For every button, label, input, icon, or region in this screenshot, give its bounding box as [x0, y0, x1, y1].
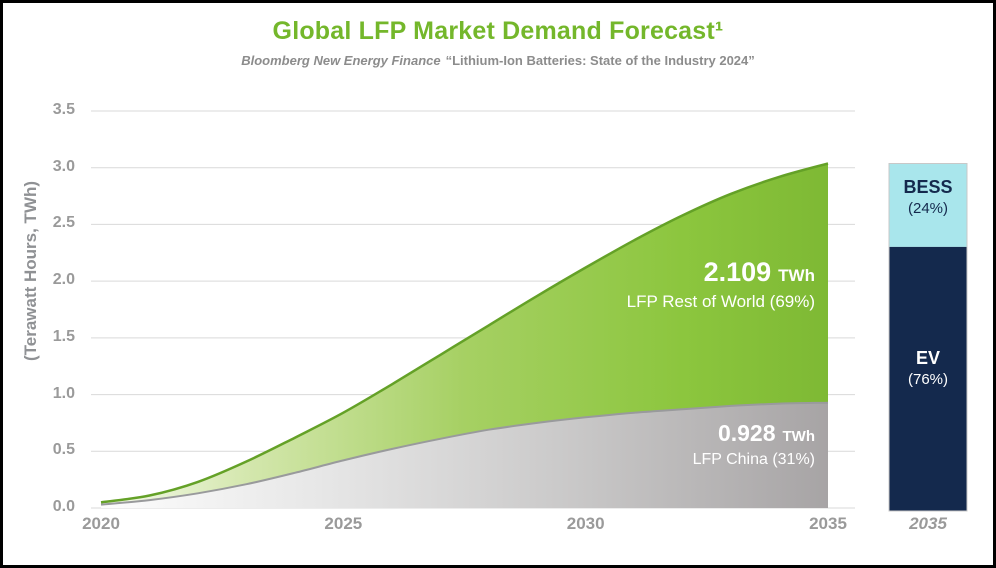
- chart-title: Global LFP Market Demand Forecast¹: [272, 17, 724, 45]
- y-tick-label: 3.0: [52, 157, 75, 175]
- annotation-china-label: LFP China (31%): [692, 451, 815, 468]
- x-tick-label: 2035: [809, 514, 847, 533]
- bar-segment-bess: [889, 163, 967, 247]
- y-tick-label: 3.5: [52, 101, 75, 118]
- y-tick-label: 0.0: [52, 498, 75, 515]
- x-tick-label: 2020: [82, 514, 120, 533]
- edge-china: [100, 401, 829, 506]
- bar-segment-ev: [889, 246, 967, 511]
- bar-segment-name: BESS: [903, 177, 953, 197]
- bar-segment-pct: (76%): [907, 371, 948, 389]
- annotation-value-unit: TWh: [782, 428, 815, 445]
- y-tick-label: 1.5: [52, 327, 75, 345]
- y-tick-label: 2.5: [52, 214, 75, 232]
- bar-x-tick-label: 2035: [909, 514, 947, 533]
- x-tick-label: 2030: [566, 514, 605, 533]
- annotation-value-unit: TWh: [778, 266, 815, 285]
- annotation-rest-of-world: 2.109 TWh LFP Rest of World (69%): [627, 259, 815, 312]
- subtitle-quote: “Lithium-Ion Batteries: State of the Ind…: [445, 53, 755, 68]
- y-tick-label: 2.0: [52, 271, 75, 289]
- area-lfp-china: [101, 402, 828, 508]
- bar-label-bess: BESS (24%): [889, 175, 967, 220]
- y-tick-label: 1.0: [52, 384, 75, 402]
- bar-outline: [888, 163, 968, 512]
- bar-segment-name: EV: [915, 348, 940, 368]
- area-chart-canvas: [91, 110, 968, 512]
- annotation-rest-of-world-value: 2.109 TWh: [627, 259, 815, 286]
- annotation-china-value: 0.928 TWh: [693, 422, 815, 445]
- annotation-value-number: 0.928: [717, 420, 776, 446]
- x-tick-label: 2025: [324, 514, 363, 533]
- edge-rest-of-world: [100, 162, 829, 504]
- y-tick-label: 0.5: [52, 441, 75, 459]
- annotation-rest-of-world-label: LFP Rest of World (69%): [626, 292, 815, 311]
- chart-subtitle: Bloomberg New Energy Finance “Lithium-Ion…: [3, 53, 993, 68]
- annotation-value-number: 2.109: [703, 257, 772, 287]
- bar-segment-pct: (24%): [907, 200, 948, 218]
- bar-label-ev: EV (76%): [889, 346, 967, 391]
- area-lfp-rest-of-world: [101, 163, 828, 505]
- subtitle-source: Bloomberg New Energy Finance: [241, 53, 441, 68]
- annotation-china: 0.928 TWh LFP China (31%): [693, 422, 815, 469]
